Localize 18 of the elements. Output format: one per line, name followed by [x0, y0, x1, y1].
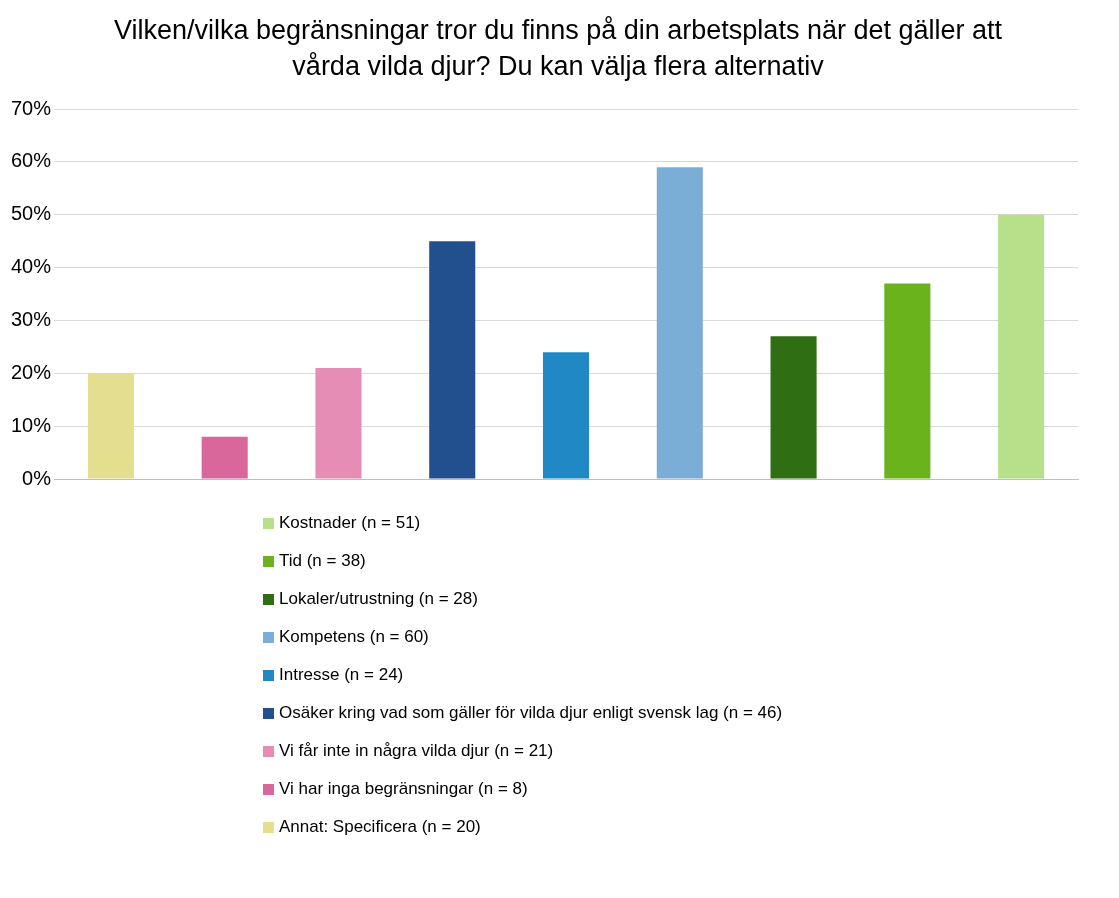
y-tick-label: 30% — [11, 307, 52, 330]
y-tick-label: 20% — [11, 360, 52, 383]
y-tick-label: 0% — [22, 466, 52, 489]
y-tick-label: 70% — [11, 96, 52, 119]
y-tick-label: 50% — [11, 202, 52, 225]
legend-label: Intresse (n = 24) — [279, 664, 404, 686]
y-tick-label: 60% — [11, 149, 52, 172]
legend-label: Tid (n = 38) — [279, 550, 366, 572]
legend-label: Kostnader (n = 51) — [279, 512, 421, 534]
chart-title: Vilken/vilka begränsningar tror du finns på din arbetsplats när det gäller att vårda vilda djur? Du kan välja flera alternativ — [113, 14, 1003, 83]
y-tick-label: 40% — [11, 255, 52, 278]
legend-label: Vi har inga begränsningar (n = 8) — [279, 778, 528, 800]
y-tick-label: 10% — [11, 413, 52, 436]
legend-label: Vi får inte in några vilda djur (n = 21) — [279, 740, 554, 762]
legend-label: Lokaler/utrustning (n = 28) — [279, 588, 478, 610]
legend-label: Annat: Specificera (n = 20) — [279, 816, 481, 838]
legend-label: Kompetens (n = 60) — [279, 626, 429, 648]
legend-label: Osäker kring vad som gäller för vilda djur enligt svensk lag (n = 46) — [279, 702, 783, 724]
